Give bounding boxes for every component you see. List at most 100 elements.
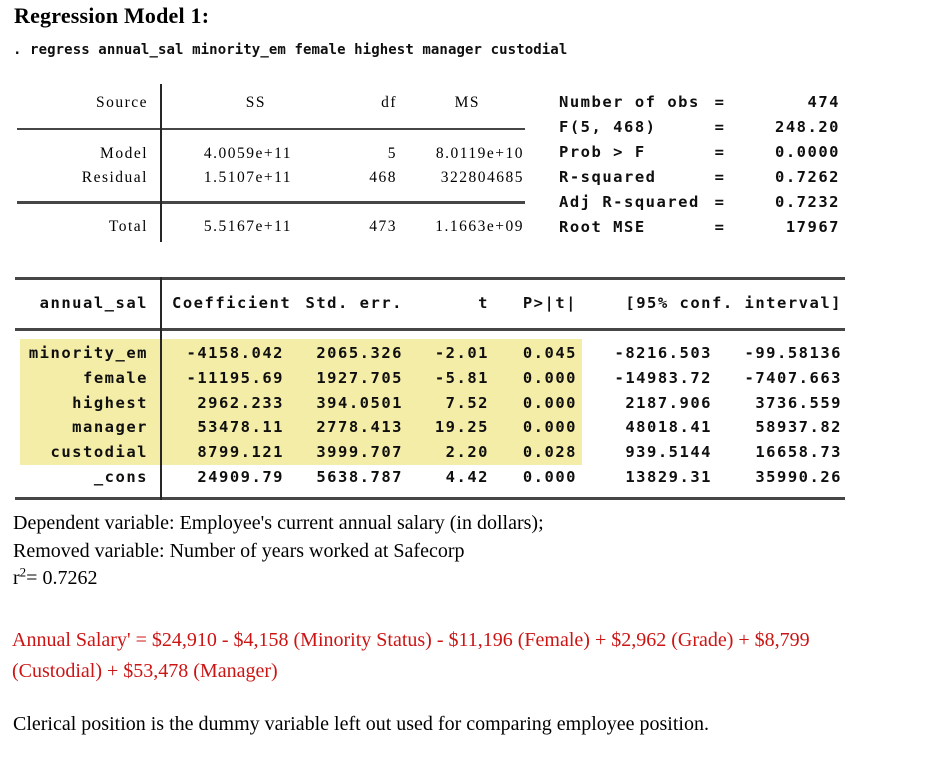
ci-low: 48018.41 [625,418,712,437]
coef-header-coefficient: Coefficient [172,293,292,312]
stderr-value: 3999.707 [316,443,403,462]
ci-low: -8216.503 [614,344,712,362]
stderr-value: 2065.326 [316,344,403,362]
stat-row: Adj R-squared = 0.7232 [559,190,840,215]
equals-sign: = [714,117,726,136]
anova-divider [160,84,162,242]
coef-value: -11195.69 [186,368,284,387]
anova-header-row: Source SS df MS [20,90,524,115]
stat-value: 0.0000 [775,142,840,161]
equals-sign: = [714,167,726,186]
ci-high: 58937.82 [755,418,842,437]
highlight-overlay [20,339,582,465]
anova-row-total: Total 5.5167e+11 473 1.1663e+09 [20,214,524,239]
stat-label: R-squared [559,167,657,186]
coef-rule-bottom [15,497,845,500]
coef-row-highest: highest 2962.233 394.0501 7.52 0.000 218… [20,391,842,416]
anova-df: 5 [387,144,397,162]
ci-high: 35990.26 [755,468,842,486]
coef-header-row: annual_sal Coefficient Std. err. t P>|t|… [20,291,842,316]
t-value: 7.52 [445,393,489,412]
anova-ss: 5.5167e+11 [203,218,292,235]
stat-row: F(5, 468) = 248.20 [559,115,840,140]
p-value: 0.028 [522,443,577,462]
ci-high: -99.58136 [744,344,842,362]
anova-rule-top [17,127,525,130]
page-title: Regression Model 1: [14,3,210,28]
anova-ss: 4.0059e+11 [203,144,292,162]
stderr-value: 2778.413 [316,418,403,437]
coef-value: -4158.042 [186,344,284,362]
p-value: 0.000 [522,393,577,412]
ci-low: 13829.31 [625,468,712,486]
stderr-value: 394.0501 [316,393,403,412]
p-value: 0.000 [522,468,577,486]
r-squared-exponent: 2 [19,564,27,580]
coef-var: minority_em [28,344,148,362]
equals-sign: = [714,142,726,161]
stat-label: Number of obs [559,92,700,111]
r-squared-base: r [13,567,20,589]
t-value: 4.42 [445,468,489,486]
p-value: 0.000 [522,368,577,387]
p-value: 0.045 [522,344,577,362]
stat-value: 474 [807,92,840,111]
regression-equation: Annual Salary' = $24,910 - $4,158 (Minor… [12,625,810,686]
stat-label: F(5, 468) [559,117,657,136]
stat-label: Adj R-squared [559,192,700,211]
r-squared-note: r2= 0.7262 [13,564,98,591]
r-squared-value: = 0.7262 [26,567,98,589]
stat-row: Number of obs = 474 [559,90,840,115]
coef-row-minority-em: minority_em -4158.042 2065.326 -2.01 0.0… [20,341,842,366]
stat-value: 0.7232 [775,192,840,211]
coef-row-manager: manager 53478.11 2778.413 19.25 0.000 48… [20,415,842,440]
stat-label: Root MSE [559,217,646,236]
clerical-note: Clerical position is the dummy variable … [13,713,709,735]
anova-header-df: df [381,93,397,111]
stat-row: Root MSE = 17967 [559,215,840,240]
coef-var: custodial [50,443,148,462]
anova-source: Residual [81,169,148,186]
coef-header-depvar: annual_sal [39,293,148,312]
ci-high: 16658.73 [755,443,842,462]
coef-header-ci: [95% conf. interval] [625,293,842,312]
stat-label: Prob > F [559,142,646,161]
anova-ss: 1.5107e+11 [203,169,292,186]
coef-var: highest [72,393,148,412]
coef-value: 24909.79 [197,468,284,486]
p-value: 0.000 [522,418,577,437]
t-value: 19.25 [434,418,489,437]
anova-rule-mid [17,201,525,204]
coef-value: 8799.121 [197,443,284,462]
anova-df: 468 [369,169,397,186]
coef-var: female [83,368,148,387]
anova-source: Total [108,218,148,235]
coef-header-p: P>|t| [522,293,577,312]
coef-divider [160,276,162,500]
anova-ms: 322804685 [440,169,524,186]
coef-header-t: t [478,293,489,312]
stat-row: R-squared = 0.7262 [559,165,840,190]
removed-variable-note: Removed variable: Number of years worked… [13,539,465,562]
ci-low: 2187.906 [625,393,712,412]
ci-low: -14983.72 [614,368,712,387]
coef-value: 2962.233 [197,393,284,412]
anova-df: 473 [369,218,397,235]
dependent-variable-note: Dependent variable: Employee's current a… [13,512,544,534]
equals-sign: = [714,217,726,236]
equals-sign: = [714,192,726,211]
anova-row-residual: Residual 1.5107e+11 468 322804685 [20,165,524,190]
anova-ms: 1.1663e+09 [435,218,524,235]
coef-value: 53478.11 [197,418,284,437]
anova-row-model: Model 4.0059e+11 5 8.0119e+10 [20,141,524,166]
stata-command: . regress annual_sal minority_em female … [13,42,568,58]
regression-equation-line1: Annual Salary' = $24,910 - $4,158 (Minor… [12,629,810,651]
coef-row-cons: _cons 24909.79 5638.787 4.42 0.000 13829… [20,465,842,490]
anova-header-source: Source [95,93,148,111]
regression-equation-line2: (Custodial) + $53,478 (Manager) [12,659,278,682]
stat-value: 248.20 [775,117,840,136]
coef-row-female: female -11195.69 1927.705 -5.81 0.000 -1… [20,366,842,391]
stderr-value: 1927.705 [316,368,403,387]
ci-high: -7407.663 [744,368,842,387]
